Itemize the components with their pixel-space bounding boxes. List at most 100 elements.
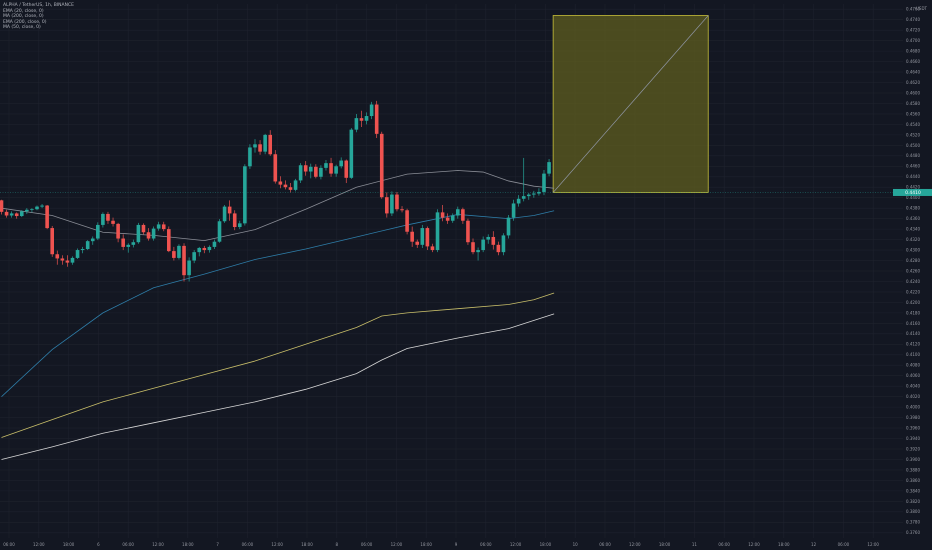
time-axis[interactable]: 06:00 12:00 18:00 6 06:00 12:00 18:00 7 06:00 12:…: [3, 542, 879, 547]
time-tick-label: 18:00: [301, 542, 313, 547]
price-tick-label: 0.4380: [906, 206, 920, 211]
candle: [542, 169, 546, 196]
candle: [45, 205, 49, 230]
candle-body: [136, 224, 141, 243]
price-tick-label: 0.3940: [906, 436, 920, 441]
candle-body: [161, 224, 166, 230]
price-tick-label: 0.4520: [906, 132, 920, 137]
candle-body: [25, 209, 29, 212]
candle-body: [227, 206, 232, 214]
time-tick-label: 06:00: [718, 542, 730, 547]
candle-body: [339, 160, 343, 167]
candle-body: [374, 104, 379, 134]
candle: [359, 110, 364, 128]
time-tick-label: 9: [455, 542, 458, 547]
candle-body: [319, 167, 323, 177]
projection-box[interactable]: [552, 15, 709, 193]
candle: [25, 208, 29, 214]
candle: [197, 246, 202, 257]
time-tick-label: 12:00: [391, 542, 403, 547]
candle: [161, 221, 166, 232]
candle: [227, 200, 232, 221]
candle-body: [212, 241, 217, 247]
price-tick-label: 0.4080: [906, 363, 920, 368]
time-tick-label: 06:00: [599, 542, 611, 547]
time-tick-label: 18:00: [420, 542, 432, 547]
candle: [445, 213, 450, 224]
candle: [217, 219, 222, 243]
candle: [212, 239, 217, 250]
price-tick-label: 0.4100: [906, 352, 920, 357]
price-tick-label: 0.4300: [906, 247, 920, 252]
candle-body: [207, 246, 212, 251]
price-tick-label: 0.4320: [906, 237, 920, 242]
candle: [390, 191, 394, 217]
candle-body: [298, 165, 303, 181]
price-tick-label: 0.4720: [906, 28, 920, 33]
candle: [410, 226, 414, 247]
candle: [400, 206, 404, 213]
time-tick-label: 7: [216, 542, 219, 547]
candle: [80, 246, 85, 254]
time-tick-label: 06:00: [838, 542, 850, 547]
candle: [9, 211, 14, 218]
candle: [319, 165, 323, 180]
candle-body: [253, 144, 257, 148]
candle: [232, 210, 237, 231]
time-tick-label: 12:00: [510, 542, 522, 547]
candle-body: [334, 166, 338, 174]
candle: [0, 199, 4, 215]
candle: [298, 163, 303, 184]
candle: [476, 247, 480, 261]
candle-body: [425, 228, 430, 247]
price-tick-label: 0.4120: [906, 342, 920, 347]
candle: [182, 243, 186, 282]
candle: [85, 240, 90, 251]
candle-body: [197, 247, 202, 253]
candle: [187, 257, 191, 282]
candle-body: [75, 250, 80, 258]
candle: [101, 212, 105, 228]
candle: [374, 100, 379, 139]
candle-body: [481, 239, 485, 251]
candle: [526, 192, 531, 200]
candle-body: [521, 196, 526, 199]
time-tick-label: 06:00: [480, 542, 492, 547]
candle: [521, 157, 526, 202]
candle-body: [4, 211, 9, 216]
price-tick-label: 0.3860: [906, 478, 920, 483]
last-price-badge: 0.4410: [0, 188, 932, 196]
candle-body: [156, 224, 161, 229]
candle: [19, 210, 24, 218]
candle: [263, 133, 267, 155]
candle: [420, 224, 425, 248]
price-axis[interactable]: 0.4760 0.4740 0.4720 0.4700 0.4680 0.4660 0.46…: [906, 6, 928, 535]
candle-body: [126, 244, 131, 247]
time-tick-label: 18:00: [540, 542, 552, 547]
indicator-ema20-label: EMA (20, close, 0): [3, 8, 44, 14]
candle: [111, 217, 115, 227]
candle-body: [0, 200, 4, 212]
candle-body: [329, 163, 333, 174]
candle-body: [101, 213, 105, 225]
candle: [14, 212, 19, 219]
price-tick-label: 0.4280: [906, 258, 920, 263]
price-tick-label: 0.4140: [906, 331, 920, 336]
candlestick-series: [0, 100, 551, 282]
candle: [243, 164, 247, 226]
candle-body: [167, 229, 171, 252]
candle: [516, 195, 521, 207]
price-tick-label: 0.4700: [906, 38, 920, 43]
ma-line-ma200: [1, 313, 555, 460]
candle: [354, 113, 359, 133]
candle: [30, 208, 34, 213]
candle-body: [14, 213, 19, 217]
candle: [405, 208, 409, 235]
candle-body: [308, 166, 313, 172]
candle-body: [70, 257, 75, 263]
price-tick-label: 0.4240: [906, 279, 920, 284]
price-tick-label: 0.4260: [906, 268, 920, 273]
price-tick-label: 0.4600: [906, 90, 920, 95]
candle: [90, 236, 95, 245]
